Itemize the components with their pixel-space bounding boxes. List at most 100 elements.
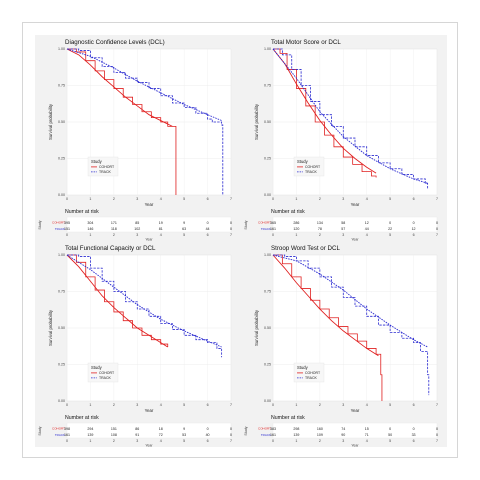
risk-x-tick-label: 3 xyxy=(136,439,138,443)
risk-count: 0 xyxy=(436,427,438,431)
x-tick-label: 1 xyxy=(295,403,297,407)
risk-count: 398 xyxy=(64,427,70,431)
y-tick-label: 1.00 xyxy=(264,253,271,257)
risk-count: 50 xyxy=(388,433,392,437)
risk-count: 118 xyxy=(111,227,117,231)
risk-count: 81 xyxy=(159,227,163,231)
risk-table-ylabel: Study xyxy=(38,220,42,229)
risk-table-title: Number at risk xyxy=(271,415,305,421)
series-line-fit-cohort xyxy=(272,254,379,357)
risk-count: 0 xyxy=(207,221,209,225)
legend-entry: TRACK xyxy=(99,376,112,380)
risk-count: 171 xyxy=(111,221,117,225)
risk-row-label: TRACK xyxy=(261,433,271,437)
series-line-km-cohort xyxy=(67,254,169,347)
risk-row-label: COHORT xyxy=(258,221,271,225)
risk-table-area xyxy=(66,422,232,439)
risk-x-tick-label: 0 xyxy=(66,233,68,237)
risk-count: 0 xyxy=(436,227,438,231)
panel-functional-svg: Total Functional Capacity or DCL 0.00 0.25… xyxy=(38,245,232,448)
series-line-km-cohort xyxy=(273,48,377,178)
risk-count: 161 xyxy=(270,433,276,437)
x-tick-label: 6 xyxy=(207,197,209,201)
risk-count: 146 xyxy=(87,227,93,231)
risk-count: 294 xyxy=(87,427,93,431)
series-line-fit-cohort xyxy=(66,254,168,348)
series-line-km-track xyxy=(273,254,430,396)
risk-count: 161 xyxy=(270,227,276,231)
x-axis-label: Year xyxy=(145,202,154,207)
x-tick-label: 4 xyxy=(160,403,162,407)
risk-x-tick-label: 3 xyxy=(342,439,344,443)
y-tick-label: 1.00 xyxy=(264,47,271,51)
x-tick-label: 7 xyxy=(436,197,438,201)
legend-title: Study xyxy=(297,159,309,164)
risk-count: 0 xyxy=(230,221,232,225)
risk-count: 0 xyxy=(413,221,415,225)
series-line-km-track xyxy=(67,48,224,195)
risk-count: 365 xyxy=(270,221,276,225)
panel-functional: Total Functional Capacity or DCL 0.00 0.25… xyxy=(35,241,241,448)
risk-x-tick-label: 4 xyxy=(366,439,368,443)
series-line-fit-track xyxy=(272,254,428,348)
panel-dcl-svg: Diagnostic Confidence Levels (DCL) 0.00 0.… xyxy=(38,39,232,242)
risk-x-axis-label: Year xyxy=(351,444,359,448)
risk-x-tick-label: 5 xyxy=(183,439,185,443)
y-tick-label: 0.25 xyxy=(58,363,65,367)
risk-x-tick-label: 2 xyxy=(319,233,321,237)
x-tick-label: 4 xyxy=(160,197,162,201)
risk-count: 0 xyxy=(389,427,391,431)
risk-x-tick-label: 0 xyxy=(272,439,274,443)
risk-count: 33 xyxy=(412,433,416,437)
risk-x-tick-label: 5 xyxy=(183,233,185,237)
x-tick-label: 6 xyxy=(413,197,415,201)
y-tick-label: 0.75 xyxy=(264,84,271,88)
x-tick-label: 1 xyxy=(89,197,91,201)
risk-count: 44 xyxy=(206,227,210,231)
x-tick-label: 0 xyxy=(272,197,274,201)
legend-box xyxy=(293,362,325,383)
risk-x-tick-label: 7 xyxy=(436,233,438,237)
y-tick-label: 0.00 xyxy=(264,193,271,197)
risk-count: 0 xyxy=(389,221,391,225)
panel-stroop-svg: Stroop Word Test or DCL 0.00 0.25 0.50 0.75 1… xyxy=(244,245,438,448)
risk-x-tick-label: 5 xyxy=(389,439,391,443)
risk-count: 85 xyxy=(135,221,139,225)
chart-title: Stroop Word Test or DCL xyxy=(271,245,340,252)
panel-stroop: Stroop Word Test or DCL 0.00 0.25 0.50 0.75 1… xyxy=(241,241,447,448)
risk-count: 0 xyxy=(436,221,438,225)
risk-row-label: COHORT xyxy=(52,427,65,431)
y-tick-label: 0.50 xyxy=(264,326,271,330)
risk-count: 12 xyxy=(412,227,416,231)
risk-count: 161 xyxy=(64,433,70,437)
risk-x-axis-label: Year xyxy=(145,238,153,242)
risk-table-ylabel: Study xyxy=(244,220,248,229)
panel-motor-svg: Total Motor Score or DCL 0.00 0.25 0.50 0.75… xyxy=(244,39,438,242)
risk-count: 139 xyxy=(293,433,299,437)
figure-panel-grid: Diagnostic Confidence Levels (DCL) 0.00 0.… xyxy=(35,35,447,448)
risk-x-tick-label: 4 xyxy=(160,439,162,443)
risk-x-tick-label: 2 xyxy=(113,439,115,443)
risk-row-label: COHORT xyxy=(258,427,271,431)
risk-count: 304 xyxy=(87,221,93,225)
risk-row-label: TRACK xyxy=(55,227,65,231)
y-tick-label: 0.25 xyxy=(264,363,271,367)
y-tick-label: 0.50 xyxy=(264,120,271,124)
risk-count: 0 xyxy=(230,427,232,431)
series-line-km-cohort xyxy=(273,254,383,401)
risk-x-tick-label: 6 xyxy=(413,439,415,443)
risk-count: 71 xyxy=(365,433,369,437)
y-axis-label: Survival probability xyxy=(254,309,259,346)
y-axis-label: Survival probability xyxy=(48,309,53,346)
series-line-fit-cohort xyxy=(66,48,173,127)
risk-row-label: TRACK xyxy=(261,227,271,231)
x-axis-label: Year xyxy=(145,408,154,413)
risk-x-tick-label: 6 xyxy=(413,233,415,237)
risk-count: 40 xyxy=(206,433,210,437)
risk-x-tick-label: 7 xyxy=(230,439,232,443)
figure-frame: Diagnostic Confidence Levels (DCL) 0.00 0.… xyxy=(22,22,458,458)
risk-count: 53 xyxy=(182,433,186,437)
risk-x-tick-label: 5 xyxy=(389,233,391,237)
chart-title: Total Functional Capacity or DCL xyxy=(65,245,156,252)
risk-table-ylabel: Study xyxy=(38,426,42,435)
